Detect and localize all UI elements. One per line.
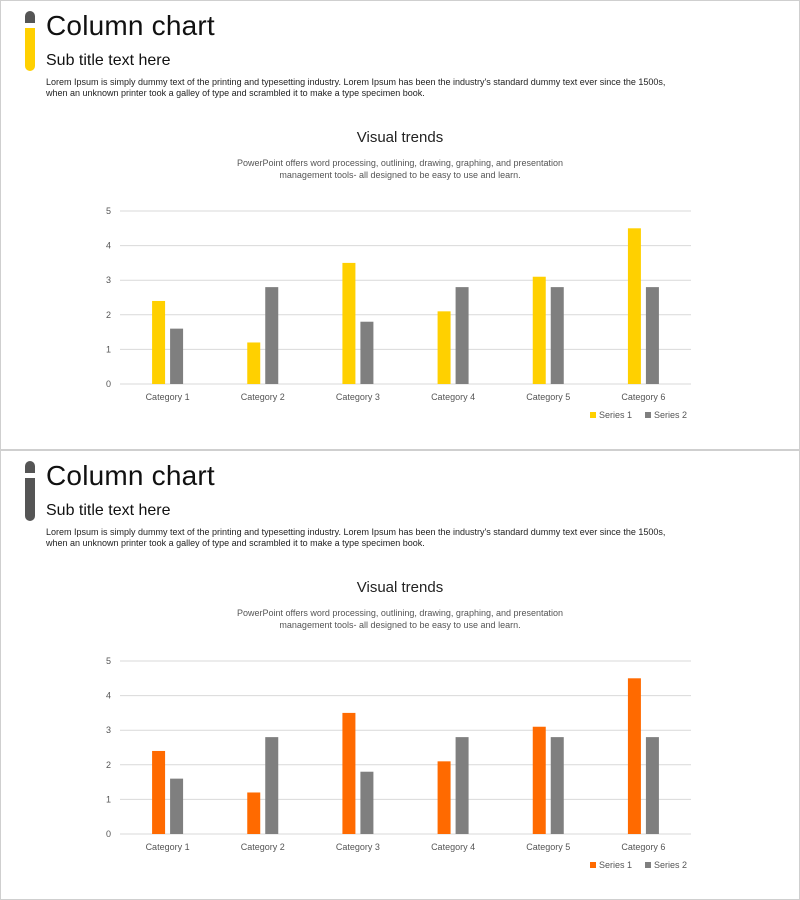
legend-swatch (590, 862, 596, 868)
x-tick-label: Category 4 (431, 392, 475, 402)
x-tick-label: Category 6 (621, 842, 665, 852)
slide-subtitle: Sub title text here (46, 52, 171, 69)
y-tick-label: 5 (106, 656, 111, 666)
chart-description-line-2: management tools- all designed to be eas… (279, 170, 521, 180)
bar-series-2 (170, 328, 184, 384)
chart-title: Visual trends (356, 579, 444, 596)
bar-series-2 (360, 771, 374, 834)
accent-bar (25, 461, 35, 521)
bar-series-2 (170, 778, 184, 834)
chart-description-line-1: PowerPoint offers word processing, outli… (236, 158, 564, 168)
bar-series-2 (455, 287, 469, 384)
chart-description: PowerPoint offers word processing, outli… (231, 157, 569, 181)
accent-bar-bottom (25, 478, 35, 521)
body-line-1: Lorem Ipsum is simply dummy text of the … (46, 527, 666, 537)
body-line-1: Lorem Ipsum is simply dummy text of the … (46, 77, 666, 87)
bar-series-1 (627, 678, 641, 834)
y-tick-label: 1 (106, 794, 111, 804)
slide-1: Column chart Sub title text here Lorem I… (0, 0, 800, 450)
bar-series-2 (265, 737, 279, 834)
bar-series-1 (532, 276, 546, 384)
y-tick-label: 0 (106, 379, 111, 389)
x-tick-label: Category 3 (336, 842, 380, 852)
x-tick-label: Category 1 (146, 392, 190, 402)
x-tick-label: Category 4 (431, 842, 475, 852)
y-tick-label: 4 (106, 241, 111, 251)
chart-description: PowerPoint offers word processing, outli… (231, 607, 569, 631)
slide-title: Column chart (46, 10, 215, 41)
bar-series-1 (342, 262, 356, 384)
y-tick-label: 3 (106, 725, 111, 735)
slide-body-text: Lorem Ipsum is simply dummy text of the … (46, 77, 686, 99)
bar-series-1 (532, 726, 546, 834)
bar-series-1 (247, 342, 261, 384)
legend-label: Series 1 (599, 410, 632, 420)
x-tick-label: Category 2 (241, 392, 285, 402)
slide-title: Column chart (46, 460, 215, 491)
legend-label: Series 2 (654, 860, 687, 870)
y-tick-label: 3 (106, 275, 111, 285)
bar-series-2 (645, 737, 659, 834)
bar-series-1 (627, 228, 641, 384)
chart-title: Visual trends (356, 129, 444, 146)
bar-series-1 (152, 300, 166, 384)
y-tick-label: 2 (106, 760, 111, 770)
bar-series-2 (645, 287, 659, 384)
bar-series-2 (265, 287, 279, 384)
bar-series-1 (152, 750, 166, 834)
bar-series-2 (360, 321, 374, 384)
accent-bar-gap (25, 473, 35, 478)
bar-series-1 (437, 311, 451, 384)
chart-description-line-2: management tools- all designed to be eas… (279, 620, 521, 630)
slide-2: Column chart Sub title text here Lorem I… (0, 450, 800, 900)
slide-body-text: Lorem Ipsum is simply dummy text of the … (46, 527, 686, 549)
bar-series-2 (550, 737, 564, 834)
legend-label: Series 2 (654, 410, 687, 420)
x-tick-label: Category 3 (336, 392, 380, 402)
bar-series-1 (342, 712, 356, 834)
x-tick-label: Category 5 (526, 392, 570, 402)
y-tick-label: 5 (106, 206, 111, 216)
legend-swatch (645, 862, 651, 868)
legend-swatch (590, 412, 596, 418)
bar-series-2 (455, 737, 469, 834)
x-tick-label: Category 5 (526, 842, 570, 852)
accent-bar-top (25, 11, 35, 23)
column-chart: 0 1 2 3 4 5 Category 1 Category 2 Category 3 Cate… (106, 206, 691, 420)
bar-series-2 (550, 287, 564, 384)
y-tick-label: 2 (106, 310, 111, 320)
x-tick-label: Category 1 (146, 842, 190, 852)
accent-bar-top (25, 461, 35, 473)
x-tick-label: Category 2 (241, 842, 285, 852)
column-chart: 0 1 2 3 4 5 Category 1 Category 2 Category 3 Cate… (106, 656, 691, 870)
accent-bar-bottom (25, 28, 35, 71)
x-tick-label: Category 6 (621, 392, 665, 402)
y-tick-label: 4 (106, 691, 111, 701)
chart-description-line-1: PowerPoint offers word processing, outli… (236, 608, 564, 618)
accent-bar (25, 11, 35, 71)
legend-label: Series 1 (599, 860, 632, 870)
body-line-2: when an unknown printer took a galley of… (46, 538, 425, 548)
slide-subtitle: Sub title text here (46, 502, 171, 519)
body-line-2: when an unknown printer took a galley of… (46, 88, 425, 98)
bar-series-1 (247, 792, 261, 834)
legend-swatch (645, 412, 651, 418)
bar-series-1 (437, 761, 451, 834)
y-tick-label: 1 (106, 344, 111, 354)
y-tick-label: 0 (106, 829, 111, 839)
accent-bar-gap (25, 23, 35, 28)
